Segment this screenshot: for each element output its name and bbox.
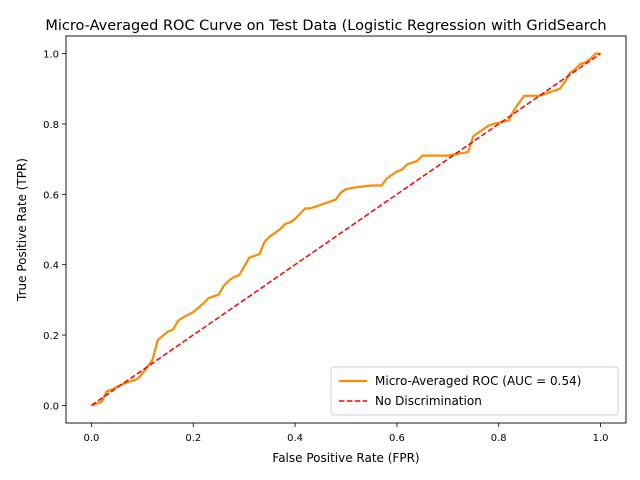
plot-frame [65, 35, 627, 424]
legend-label-0: Micro-Averaged ROC (AUC = 0.54) [375, 374, 581, 388]
y-tick-label: 0.6 [43, 190, 59, 201]
y-tick-label: 0.4 [43, 261, 59, 272]
y-tick-label: 1.0 [43, 50, 59, 61]
x-tick-label: 0.8 [491, 433, 507, 444]
x-tick-label: 0.0 [84, 433, 100, 444]
x-axis-label: False Positive Rate (FPR) [272, 451, 419, 465]
legend-label-1: No Discrimination [375, 394, 482, 408]
y-tick-label: 0.0 [43, 401, 59, 412]
y-tick-label: 0.8 [43, 120, 59, 131]
series-line-0 [91, 52, 601, 407]
series-line-1 [91, 52, 601, 407]
x-tick-label: 1.0 [593, 433, 609, 444]
y-axis-label: True Positive Rate (TPR) [15, 158, 29, 302]
legend: Micro-Averaged ROC (AUC = 0.54) No Discri… [330, 366, 619, 416]
legend-box [330, 366, 619, 416]
chart-title: Micro-Averaged ROC Curve on Test Data (L… [45, 18, 606, 34]
x-tick-label: 0.6 [389, 433, 405, 444]
x-tick-label: 0.2 [185, 433, 201, 444]
x-tick-label: 0.4 [287, 433, 303, 444]
y-tick-label: 0.2 [43, 331, 59, 342]
